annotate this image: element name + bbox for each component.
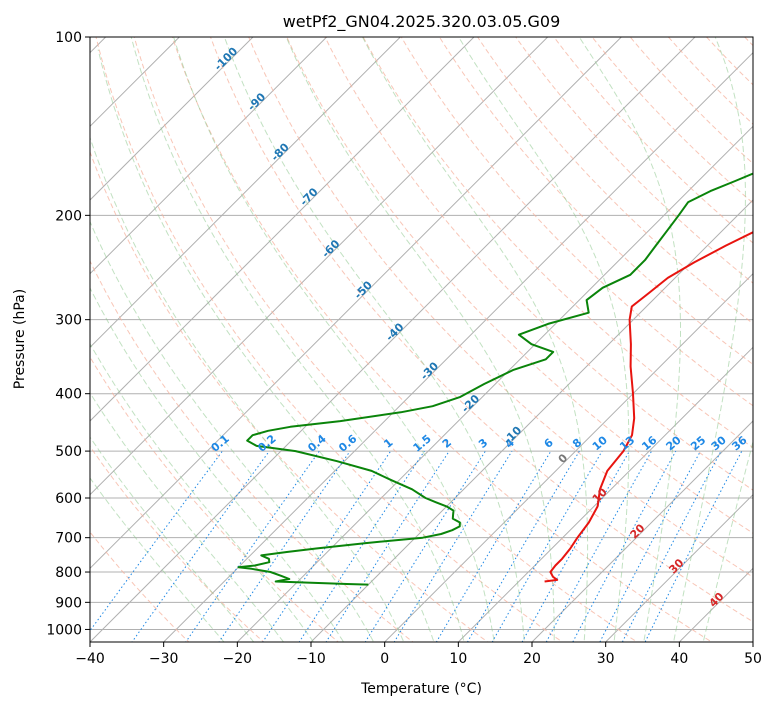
dry-adiabat-line xyxy=(90,531,190,642)
x-tick-label: 30 xyxy=(597,651,615,667)
moist-adiabat-line xyxy=(578,37,681,642)
y-axis-label: Pressure (hPa) xyxy=(12,289,28,389)
mixing-ratio-line xyxy=(491,450,603,642)
isotherm-line xyxy=(90,37,549,496)
y-tick-label: 700 xyxy=(55,531,82,547)
dry-adiabat-line xyxy=(400,37,753,407)
moist-adiabat-line xyxy=(130,37,465,642)
x-tick-label: −10 xyxy=(296,651,326,667)
dry-adiabat-line xyxy=(133,37,638,642)
dry-adiabat-line xyxy=(209,37,753,623)
moist-adiabat-line xyxy=(90,220,375,642)
moist-adiabat-line xyxy=(90,391,285,642)
mixing-ratio-line xyxy=(262,450,392,642)
x-tick-label: 0 xyxy=(380,651,389,667)
x-tick-label: −40 xyxy=(75,651,105,667)
moist-adiabat-line xyxy=(90,342,315,642)
mixing-ratio-line xyxy=(599,450,701,642)
sounding-profiles xyxy=(237,172,753,586)
dry-adiabat-line xyxy=(438,37,753,366)
x-axis: −40 −30 −20 −10 0 10 20 30 40 50 xyxy=(75,642,762,667)
mixing-ratio-line xyxy=(364,450,486,642)
moist-adiabat-line xyxy=(97,49,435,642)
moist-adiabat-line xyxy=(90,436,255,642)
moist-adiabat-line xyxy=(673,37,746,642)
dry-adiabat-line xyxy=(90,150,489,642)
plot-frame xyxy=(89,36,754,643)
moist-adiabat-line xyxy=(361,37,589,642)
y-tick-label: 300 xyxy=(55,313,82,329)
isotherm-line xyxy=(90,37,622,570)
y-tick-label: 800 xyxy=(55,565,82,581)
isotherm-line xyxy=(605,493,753,642)
x-axis-label: Temperature (°C) xyxy=(360,681,482,697)
mixing-ratio-line xyxy=(298,450,425,642)
y-tick-label: 400 xyxy=(55,387,82,403)
mixing-ratio-line xyxy=(435,450,552,642)
dry-adiabat-line xyxy=(515,37,753,284)
x-tick-label: 20 xyxy=(523,651,541,667)
isotherm-line xyxy=(90,37,328,275)
moist-adiabat-line xyxy=(173,37,495,642)
mixing-ratio-line xyxy=(325,450,450,642)
x-tick-label: 40 xyxy=(670,651,688,667)
isotherm-line xyxy=(90,37,254,201)
x-tick-label: −30 xyxy=(149,651,179,667)
dry-adiabat-line xyxy=(171,37,713,642)
y-axis: 100 200 300 400 500 600 700 800 900 1000 xyxy=(46,30,90,638)
isotherm-line xyxy=(90,37,475,422)
y-tick-label: 1000 xyxy=(46,622,82,638)
temperature-profile-line xyxy=(544,231,753,583)
moist-adiabat-line xyxy=(285,37,555,642)
moist-adiabat-line xyxy=(90,286,345,642)
moist-adiabat-line xyxy=(90,136,405,642)
isotherm-line xyxy=(384,272,753,642)
x-tick-label: 50 xyxy=(744,651,762,667)
isotherm-line xyxy=(90,37,696,642)
moist-adiabat-line xyxy=(223,37,525,642)
moist-adiabat-line xyxy=(458,37,630,642)
x-tick-label: 10 xyxy=(449,651,467,667)
y-tick-label: 900 xyxy=(55,595,82,611)
y-tick-label: 100 xyxy=(55,30,82,46)
dry-adiabat-line xyxy=(95,37,564,642)
dry-adiabat-line xyxy=(90,259,414,642)
moist-adiabat-line xyxy=(90,477,225,642)
dry-adiabat-line xyxy=(286,37,753,534)
mixing-ratio-line xyxy=(466,450,580,642)
background-lines xyxy=(90,37,753,642)
dry-adiabat-line xyxy=(90,356,340,642)
x-tick-label: −20 xyxy=(223,651,253,667)
dry-adiabat-line xyxy=(248,37,753,578)
y-tick-label: 200 xyxy=(55,208,82,224)
isobar-gridlines xyxy=(90,37,753,642)
mixing-ratio-line xyxy=(218,450,351,642)
mixing-ratio-line xyxy=(572,450,677,642)
isotherm-line xyxy=(531,420,753,642)
y-tick-label: 500 xyxy=(55,444,82,460)
isotherm-line xyxy=(163,51,753,642)
mixing-ratio-line xyxy=(393,450,513,642)
y-tick-label: 600 xyxy=(55,491,82,507)
mixing-ratio-line xyxy=(185,450,320,642)
mixing-ratio-line xyxy=(90,450,223,632)
dewpoint-profile-line xyxy=(237,172,753,586)
isotherm-line xyxy=(236,125,753,642)
chart-title: wetPf2_GN04.2025.320.03.05.G09 xyxy=(283,12,561,32)
dry-adiabat-line xyxy=(324,37,753,491)
isotherm-line xyxy=(457,346,753,642)
isotherm-line xyxy=(90,37,401,349)
